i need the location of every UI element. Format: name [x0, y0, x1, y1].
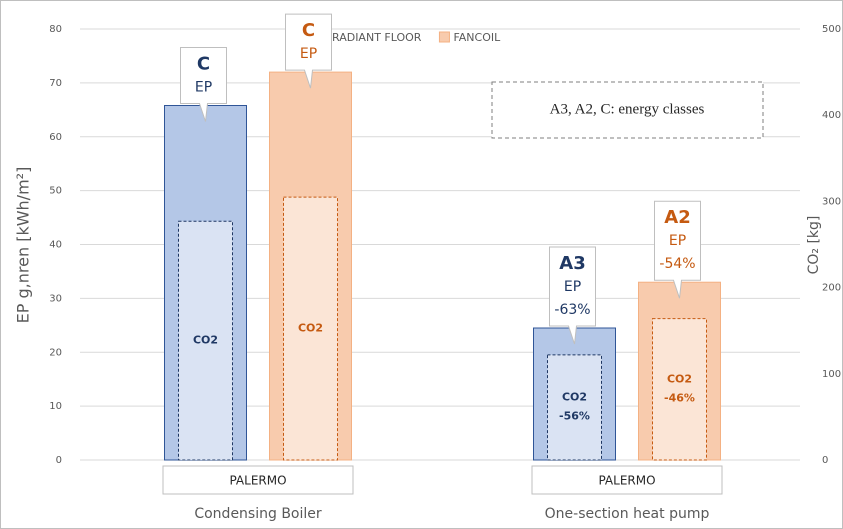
y-tick-label: 20	[49, 347, 62, 358]
co2-change: -46%	[664, 391, 695, 404]
y-tick-label: 30	[49, 293, 62, 304]
callout-box	[180, 47, 227, 122]
category-sublabel: PALERMO	[598, 474, 655, 488]
callout-text: EP	[300, 46, 317, 62]
annotation: A3, A2, C: energy classes	[550, 101, 705, 117]
y2-tick-label: 0	[822, 455, 828, 466]
callout-text: EP	[564, 279, 581, 295]
y2-tick-label: 100	[822, 369, 841, 380]
y-tick-label: 0	[56, 455, 62, 466]
y2-tick-label: 500	[822, 24, 841, 35]
callout-class: C	[302, 20, 315, 41]
callout-change: -54%	[659, 256, 695, 272]
legend-label: FANCOIL	[453, 31, 501, 44]
y2-axis-title: CO₂ [kg]	[806, 216, 822, 275]
category-label: Condensing Boiler	[194, 506, 322, 522]
callout-box	[285, 13, 332, 89]
callout-text: EP	[669, 233, 686, 249]
y-tick-label: 40	[49, 240, 62, 251]
callout-class: C	[197, 54, 210, 75]
co2-bar	[547, 354, 602, 461]
category-box	[531, 465, 723, 495]
y2-tick-label: 200	[822, 283, 841, 294]
callout-class: A2	[664, 207, 690, 228]
y-tick-label: 70	[49, 78, 62, 89]
co2-bar	[283, 196, 338, 461]
co2-bar	[652, 318, 707, 461]
callout-class: A3	[559, 253, 585, 274]
co2-label: CO2	[298, 322, 323, 335]
legend-label: RADIANT FLOOR	[332, 31, 422, 44]
co2-bar	[178, 220, 233, 461]
y-tick-label: 80	[49, 24, 62, 35]
y2-tick-label: 400	[822, 110, 841, 121]
y-tick-label: 60	[49, 132, 62, 143]
y-axis-title: EP g,nren [kWh/m²]	[14, 167, 33, 324]
co2-change: -56%	[559, 409, 590, 422]
callout-box	[549, 246, 596, 345]
callout-text: EP	[195, 80, 212, 96]
y-tick-label: 50	[49, 186, 62, 197]
category-box	[162, 465, 354, 495]
category-sublabel: PALERMO	[229, 474, 286, 488]
co2-label: CO2	[193, 334, 218, 347]
y-tick-label: 10	[49, 401, 62, 412]
category-label: One-section heat pump	[545, 506, 710, 522]
co2-label: CO2	[562, 390, 587, 403]
annotation-box	[491, 81, 764, 139]
legend-swatch	[438, 31, 450, 43]
callout-box	[654, 200, 701, 299]
callout-change: -63%	[554, 302, 590, 318]
y2-tick-label: 300	[822, 196, 841, 207]
co2-label: CO2	[667, 372, 692, 385]
